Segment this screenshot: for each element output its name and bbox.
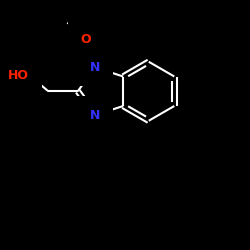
Text: HO: HO (8, 69, 29, 82)
Text: N: N (90, 108, 100, 122)
Text: N: N (90, 61, 100, 74)
Text: O: O (81, 33, 91, 46)
